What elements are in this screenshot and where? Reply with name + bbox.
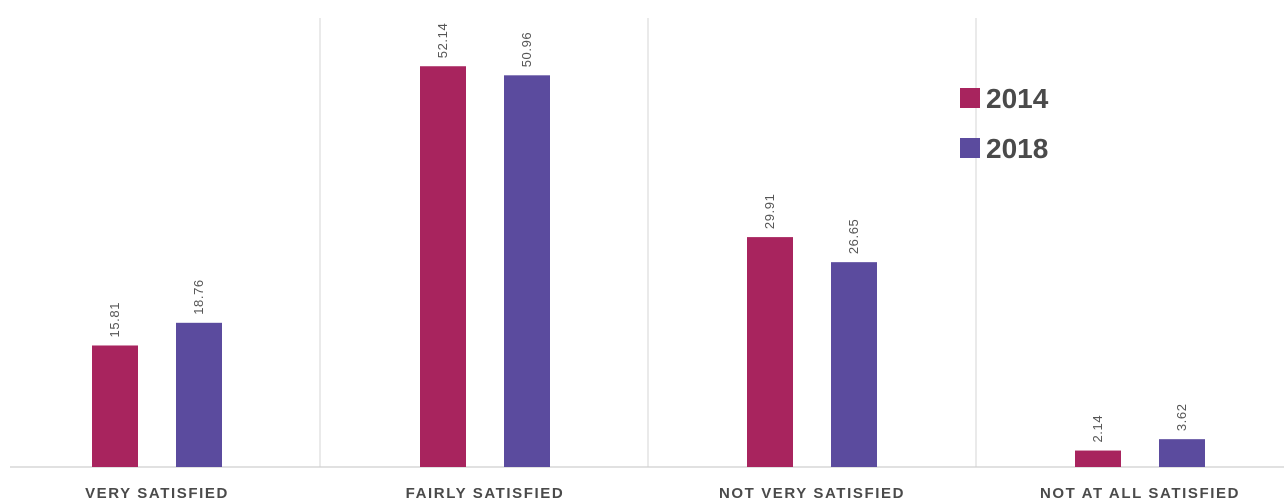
- legend: 2014 2018: [960, 83, 1049, 164]
- legend-label-2018: 2018: [986, 133, 1048, 164]
- category-labels-group: VERY SATISFIED FAIRLY SATISFIED NOT VERY S…: [85, 485, 1240, 501]
- bar-2018-3: [1159, 439, 1205, 467]
- value-labels-group: 15.81 18.76 52.14 50.96 29.91 26.65 2.14 3.62: [107, 23, 1189, 443]
- value-label-2018-3: 3.62: [1174, 403, 1189, 431]
- bar-2014-1: [420, 66, 466, 468]
- category-label-1: FAIRLY SATISFIED: [406, 485, 565, 501]
- category-label-2: NOT VERY SATISFIED: [719, 485, 905, 501]
- bars-group: [92, 66, 1205, 468]
- legend-item-2014: 2014: [960, 83, 1049, 114]
- category-dividers: [319, 18, 977, 467]
- value-label-2014-3: 2.14: [1090, 415, 1105, 443]
- bar-2014-3: [1075, 450, 1121, 467]
- legend-label-2014: 2014: [986, 83, 1049, 114]
- category-label-0: VERY SATISFIED: [85, 485, 229, 501]
- category-label-3: NOT AT ALL SATISFIED: [1040, 485, 1240, 501]
- value-label-2014-0: 15.81: [107, 302, 122, 338]
- bar-2018-1: [504, 75, 550, 468]
- bar-2014-0: [92, 345, 138, 467]
- value-label-2018-2: 26.65: [846, 219, 861, 255]
- bar-2014-2: [747, 237, 793, 467]
- value-label-2018-0: 18.76: [191, 279, 206, 315]
- value-label-2014-1: 52.14: [435, 23, 450, 59]
- legend-item-2018: 2018: [960, 133, 1048, 164]
- bar-2018-0: [176, 322, 222, 467]
- bar-2018-2: [831, 262, 877, 467]
- legend-swatch-2018: [960, 138, 980, 158]
- legend-swatch-2014: [960, 88, 980, 108]
- value-label-2014-2: 29.91: [762, 194, 777, 230]
- value-label-2018-1: 50.96: [519, 32, 534, 68]
